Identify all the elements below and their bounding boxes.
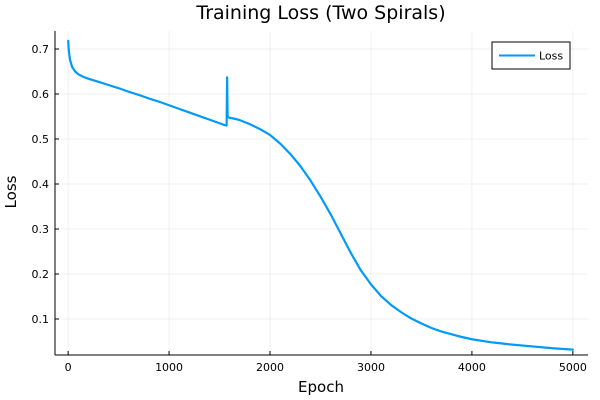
- x-tick-label: 1000: [155, 361, 183, 374]
- x-tick-label: 0: [65, 361, 72, 374]
- y-tick-label: 0.1: [32, 313, 50, 326]
- y-tick-label: 0.6: [32, 88, 50, 101]
- chart-title: Training Loss (Two Spirals): [195, 2, 445, 24]
- series-line-loss: [67, 39, 574, 351]
- x-tick-label: 2000: [256, 361, 284, 374]
- y-tick-label: 0.4: [32, 178, 50, 191]
- y-tick-label: 0.7: [32, 43, 50, 56]
- tick-labels: 0 1000 2000 3000 4000 5000 0.1 0.2 0.3 0.4 0.5 0.6 0…: [32, 43, 587, 374]
- x-tick-label: 5000: [559, 361, 587, 374]
- grid-lines: [55, 31, 588, 355]
- legend: Loss: [491, 41, 571, 70]
- x-axis-label: Epoch: [298, 378, 344, 396]
- y-tick-label: 0.2: [32, 268, 50, 281]
- axes: [54, 31, 588, 356]
- y-tick-label: 0.5: [32, 133, 50, 146]
- x-tick-label: 3000: [357, 361, 385, 374]
- y-tick-label: 0.3: [32, 223, 50, 236]
- series-layer: [67, 39, 574, 351]
- x-tick-label: 4000: [458, 361, 486, 374]
- y-axis-label: Loss: [2, 175, 20, 208]
- legend-label-loss: Loss: [539, 50, 563, 63]
